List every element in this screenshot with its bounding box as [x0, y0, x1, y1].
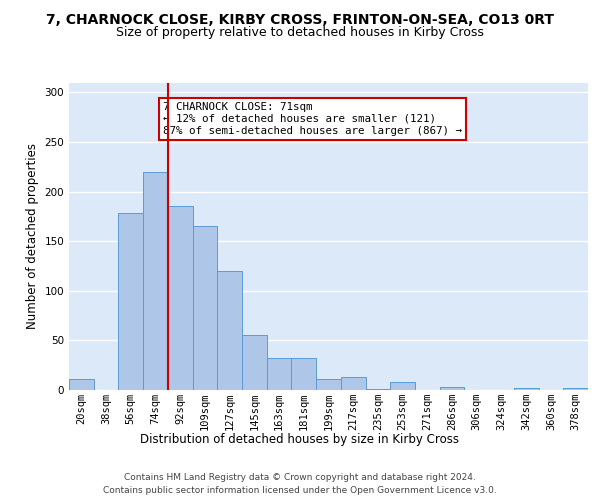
Bar [118, 214, 143, 390]
Bar [267, 358, 292, 390]
Text: 7, CHARNOCK CLOSE, KIRBY CROSS, FRINTON-ON-SEA, CO13 0RT: 7, CHARNOCK CLOSE, KIRBY CROSS, FRINTON-… [46, 12, 554, 26]
Bar [217, 271, 242, 390]
Bar [69, 379, 94, 390]
Bar [514, 388, 539, 390]
Bar [316, 379, 341, 390]
Text: Contains public sector information licensed under the Open Government Licence v3: Contains public sector information licen… [103, 486, 497, 495]
Bar [390, 382, 415, 390]
Bar [440, 387, 464, 390]
Bar [341, 377, 365, 390]
Bar [563, 388, 588, 390]
Bar [242, 336, 267, 390]
Text: Distribution of detached houses by size in Kirby Cross: Distribution of detached houses by size … [140, 432, 460, 446]
Bar [193, 226, 217, 390]
Text: Contains HM Land Registry data © Crown copyright and database right 2024.: Contains HM Land Registry data © Crown c… [124, 472, 476, 482]
Text: 7 CHARNOCK CLOSE: 71sqm
← 12% of detached houses are smaller (121)
87% of semi-d: 7 CHARNOCK CLOSE: 71sqm ← 12% of detache… [163, 102, 462, 136]
Text: Size of property relative to detached houses in Kirby Cross: Size of property relative to detached ho… [116, 26, 484, 39]
Bar [292, 358, 316, 390]
Bar [168, 206, 193, 390]
Bar [365, 389, 390, 390]
Bar [143, 172, 168, 390]
Y-axis label: Number of detached properties: Number of detached properties [26, 143, 39, 329]
